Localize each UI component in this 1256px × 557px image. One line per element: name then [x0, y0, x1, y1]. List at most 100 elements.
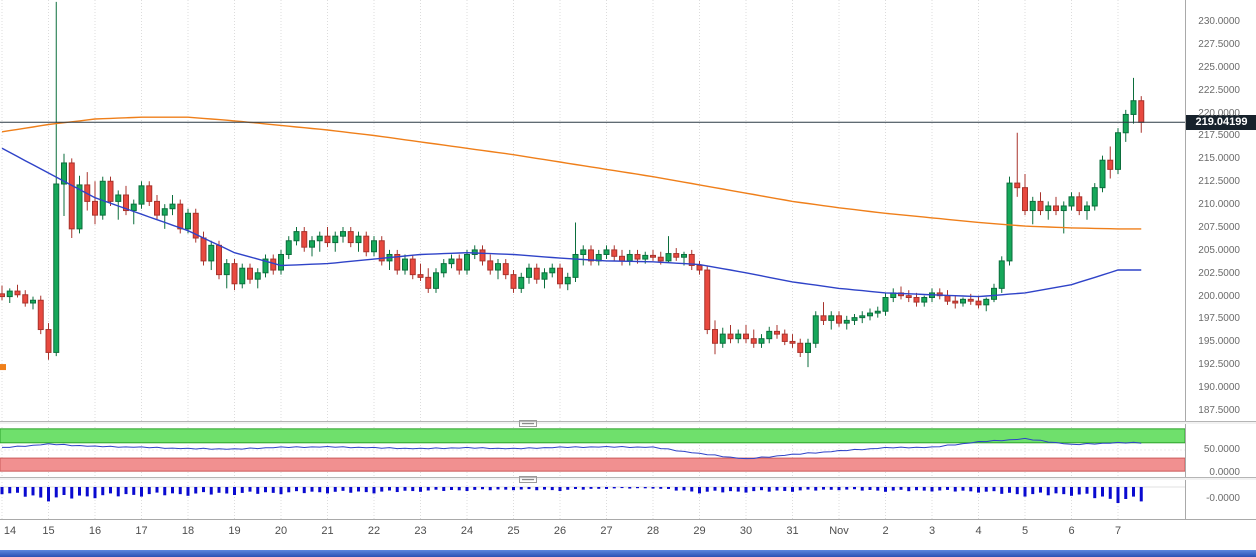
- histogram-bar: [853, 487, 856, 490]
- histogram-bar: [434, 487, 438, 490]
- histogram-bar: [171, 487, 174, 494]
- candle: [363, 231, 370, 257]
- candle: [440, 259, 447, 278]
- price-axis[interactable]: 219.04199 230.0000 227.5000 225.0000 222.50…: [1185, 0, 1256, 519]
- candle-body: [316, 235, 323, 242]
- candle: [735, 329, 742, 344]
- histogram-bar: [643, 487, 647, 489]
- candle: [952, 295, 959, 309]
- histogram-bar: [729, 487, 732, 492]
- candle-body: [371, 240, 377, 253]
- panel-splitter-handle[interactable]: [519, 476, 537, 483]
- histogram-bar: [1008, 487, 1011, 493]
- candle-body: [425, 276, 432, 289]
- candle: [30, 296, 36, 310]
- candle: [867, 308, 873, 321]
- candle: [192, 208, 199, 243]
- candle: [185, 208, 191, 234]
- candle-body: [223, 263, 230, 276]
- current-price-badge: 219.04199: [1186, 115, 1256, 131]
- candle-body: [588, 249, 594, 262]
- time-axis[interactable]: 14 15 16 17 18 19 20 21 22 23 24 25 26 27 28 29 30 31 Nov 2…: [0, 519, 1256, 550]
- histogram-bar: [504, 487, 508, 490]
- candle: [967, 293, 974, 305]
- histogram-bar: [1077, 487, 1081, 495]
- candle: [991, 283, 997, 303]
- candle-body: [1138, 100, 1145, 123]
- candle: [332, 231, 339, 252]
- histogram-bar: [85, 487, 89, 497]
- histogram-bar: [558, 487, 562, 491]
- histogram-bar: [543, 487, 546, 490]
- candle-body: [177, 203, 184, 230]
- histogram-bar: [496, 487, 500, 490]
- histogram-bar: [1139, 487, 1143, 502]
- histogram-bar: [1070, 487, 1073, 496]
- candle-body: [626, 253, 633, 262]
- histogram-bar: [349, 487, 353, 493]
- time-tick-label: 27: [600, 525, 613, 537]
- candle-body: [797, 342, 804, 353]
- histogram-bar: [597, 487, 601, 489]
- candle-body: [479, 249, 486, 262]
- candle: [6, 288, 13, 303]
- price-tick-label: 200.0000: [1198, 290, 1240, 302]
- candle-body: [859, 315, 866, 319]
- candle: [882, 292, 889, 316]
- candle-body: [440, 263, 447, 274]
- candle: [743, 324, 749, 344]
- candle: [254, 268, 261, 289]
- candle: [1107, 146, 1114, 179]
- panel-divider: [0, 420, 1256, 427]
- candle-body: [107, 180, 114, 202]
- histogram-bar: [155, 487, 159, 493]
- main-price-panel[interactable]: [0, 0, 1185, 421]
- candle: [1122, 109, 1129, 142]
- candle-body: [138, 185, 145, 205]
- price-tick-label: 192.5000: [1198, 359, 1240, 371]
- candle: [588, 245, 594, 266]
- candle-body: [37, 299, 44, 331]
- candle-body: [192, 212, 199, 239]
- histogram-bar: [527, 487, 531, 490]
- time-tick-label: Nov: [829, 525, 849, 537]
- candle-body: [92, 200, 98, 216]
- histogram-bar: [279, 487, 283, 495]
- time-tick-label: 4: [975, 525, 982, 537]
- histogram-bar: [23, 487, 27, 497]
- candle-body: [1076, 196, 1083, 212]
- candle-body: [22, 294, 29, 304]
- time-tick-label: 28: [646, 525, 660, 537]
- candle: [1022, 173, 1028, 216]
- candle-body: [1115, 132, 1121, 170]
- histogram-bar: [240, 487, 244, 493]
- histogram-bar: [1031, 487, 1035, 495]
- candle-body: [1060, 205, 1067, 212]
- candle-body: [812, 315, 819, 344]
- oscillator-indicator-panel[interactable]: [0, 427, 1185, 477]
- histogram-bar: [574, 487, 577, 489]
- candle-body: [619, 255, 625, 262]
- histogram-indicator-panel[interactable]: [0, 482, 1185, 519]
- candle: [347, 227, 354, 248]
- candle-body: [378, 240, 385, 262]
- time-tick-label: 26: [553, 525, 567, 537]
- histogram-bar: [116, 487, 120, 497]
- histogram-bar: [1046, 487, 1050, 496]
- candle: [1014, 132, 1021, 197]
- candle: [518, 272, 525, 293]
- candle-body: [68, 162, 75, 230]
- candle-body: [464, 253, 470, 271]
- histogram-bar: [1023, 487, 1027, 497]
- panel-splitter-handle[interactable]: [519, 420, 537, 427]
- histogram-bar: [806, 487, 810, 490]
- candle-body: [1029, 200, 1036, 212]
- candle: [1138, 96, 1145, 133]
- candle-body: [642, 254, 649, 260]
- histogram-bar: [876, 487, 880, 491]
- candle: [564, 272, 571, 291]
- candle: [820, 302, 827, 325]
- histogram-bar: [930, 487, 934, 492]
- candle-body: [502, 263, 509, 276]
- candle-body: [309, 240, 315, 248]
